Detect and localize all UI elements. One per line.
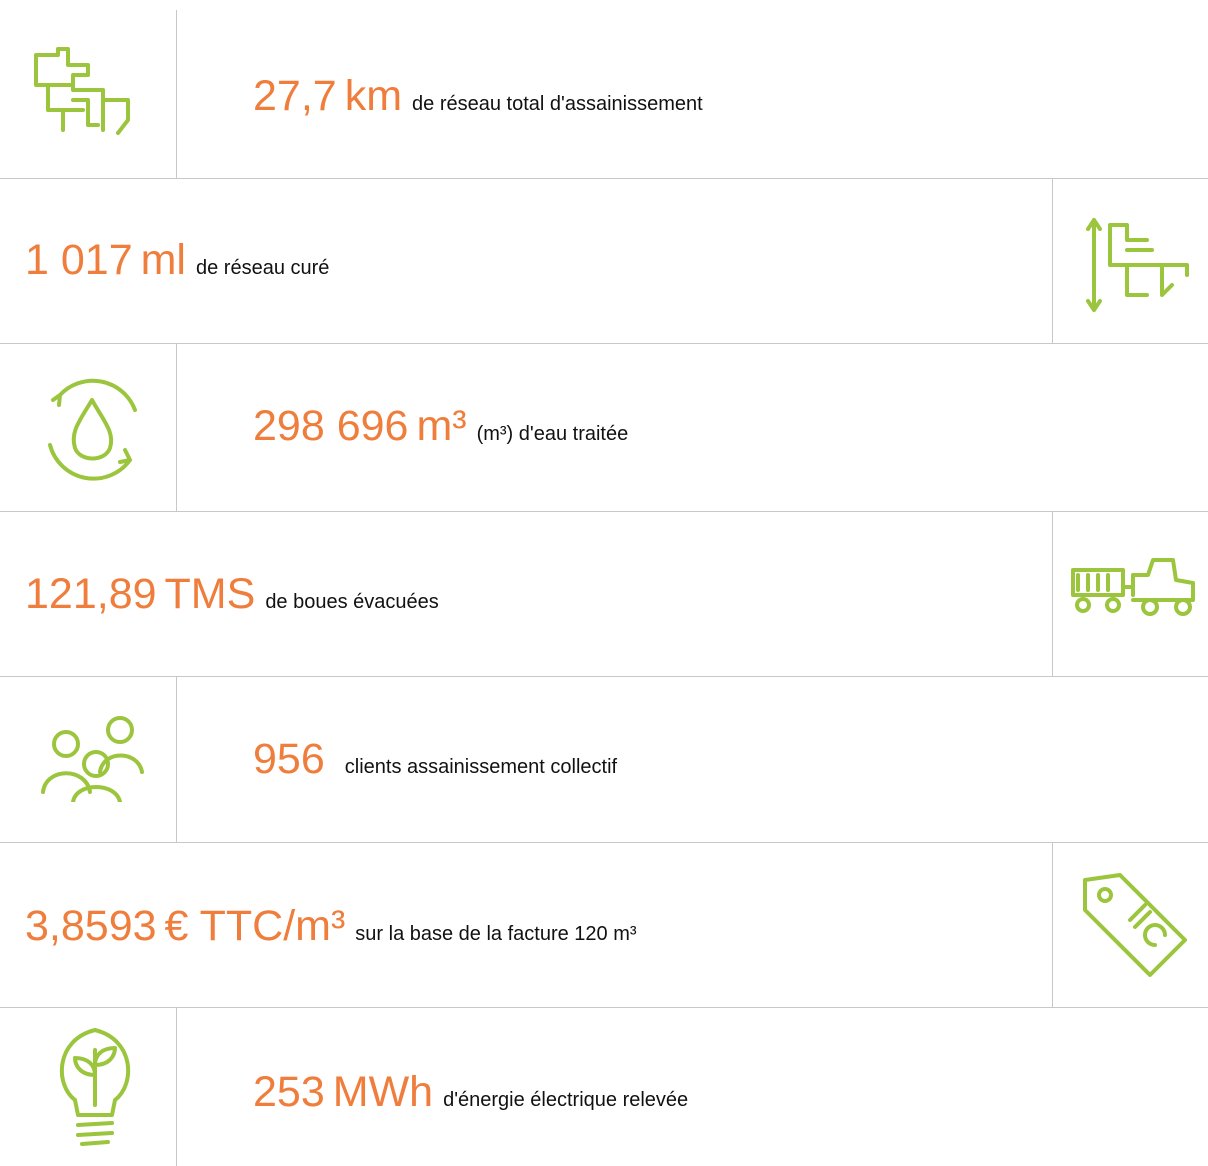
stat-description: de réseau curé [195, 257, 330, 279]
stat: 121,89 TMS de boues évacuées [25, 570, 439, 619]
stat-description: (m³) d'eau traitée [476, 423, 629, 445]
stat: 298 696 m³ (m³) d'eau traitée [253, 402, 628, 451]
divider [1052, 511, 1053, 676]
price-tag-icon [1083, 873, 1187, 977]
separator [0, 676, 1208, 677]
stat-value: 253 [253, 1068, 325, 1116]
stat-unit: € TTC/m³ [164, 902, 346, 950]
divider [176, 10, 177, 178]
stat-value: 1 017 [25, 236, 133, 284]
stat-unit: ml [140, 236, 186, 284]
stat-description: de boues évacuées [265, 591, 439, 613]
truck-icon [1071, 558, 1195, 616]
separator [0, 511, 1208, 512]
stat-value: 956 [253, 735, 325, 783]
divider [1052, 842, 1053, 1007]
stat-description: de réseau total d'assainissement [412, 93, 703, 115]
separator [0, 842, 1208, 843]
separator [0, 1007, 1208, 1008]
stat: 253 MWh d'énergie électrique relevée [253, 1068, 688, 1117]
separator [0, 178, 1208, 179]
water-cycle-icon [48, 378, 137, 481]
divider [1052, 178, 1053, 343]
separator [0, 343, 1208, 344]
stat-unit: MWh [332, 1068, 434, 1116]
stat-value: 27,7 [253, 72, 337, 120]
network-icon [1086, 218, 1189, 312]
stat-unit: TMS [164, 570, 256, 618]
stat-description: sur la base de la facture 120 m³ [355, 923, 637, 945]
stat-value: 298 696 [253, 402, 409, 450]
network-icon [34, 47, 130, 135]
stat: 3,8593 € TTC/m³ sur la base de la factur… [25, 902, 637, 951]
divider [176, 676, 177, 842]
stat-description: d'énergie électrique relevée [443, 1089, 689, 1111]
stat: 27,7 km de réseau total d'assainissement [253, 72, 703, 121]
stat-unit: m³ [416, 402, 467, 450]
people-icon [41, 716, 144, 802]
divider [176, 1007, 177, 1166]
stat-unit: km [344, 72, 403, 120]
stat: 956 clients assainissement collectif [253, 735, 617, 784]
stat-description: clients assainissement collectif [344, 756, 618, 778]
stat-value: 121,89 [25, 570, 157, 618]
stat-value: 3,8593 [25, 902, 157, 950]
bulb-icon [60, 1028, 130, 1146]
divider [176, 343, 177, 511]
stat: 1 017 ml de réseau curé [25, 236, 329, 285]
